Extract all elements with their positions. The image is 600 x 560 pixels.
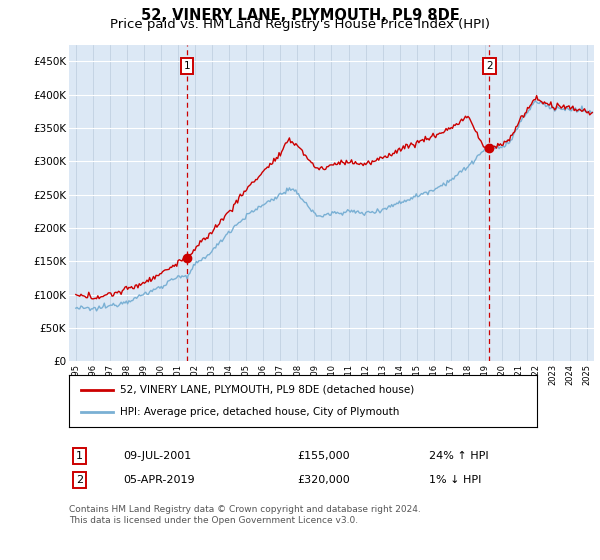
Text: Contains HM Land Registry data © Crown copyright and database right 2024.
This d: Contains HM Land Registry data © Crown c… [69,505,421,525]
Text: 1: 1 [184,61,190,71]
Text: 2: 2 [76,475,83,485]
Text: Price paid vs. HM Land Registry's House Price Index (HPI): Price paid vs. HM Land Registry's House … [110,18,490,31]
Text: 52, VINERY LANE, PLYMOUTH, PL9 8DE: 52, VINERY LANE, PLYMOUTH, PL9 8DE [140,8,460,24]
Text: HPI: Average price, detached house, City of Plymouth: HPI: Average price, detached house, City… [121,407,400,417]
Text: 52, VINERY LANE, PLYMOUTH, PL9 8DE (detached house): 52, VINERY LANE, PLYMOUTH, PL9 8DE (deta… [121,385,415,395]
Text: £320,000: £320,000 [297,475,350,485]
Text: 1% ↓ HPI: 1% ↓ HPI [429,475,481,485]
Text: 24% ↑ HPI: 24% ↑ HPI [429,451,488,461]
Text: 1: 1 [76,451,83,461]
Text: 05-APR-2019: 05-APR-2019 [123,475,194,485]
Text: 09-JUL-2001: 09-JUL-2001 [123,451,191,461]
Text: £155,000: £155,000 [297,451,350,461]
Text: 2: 2 [486,61,493,71]
